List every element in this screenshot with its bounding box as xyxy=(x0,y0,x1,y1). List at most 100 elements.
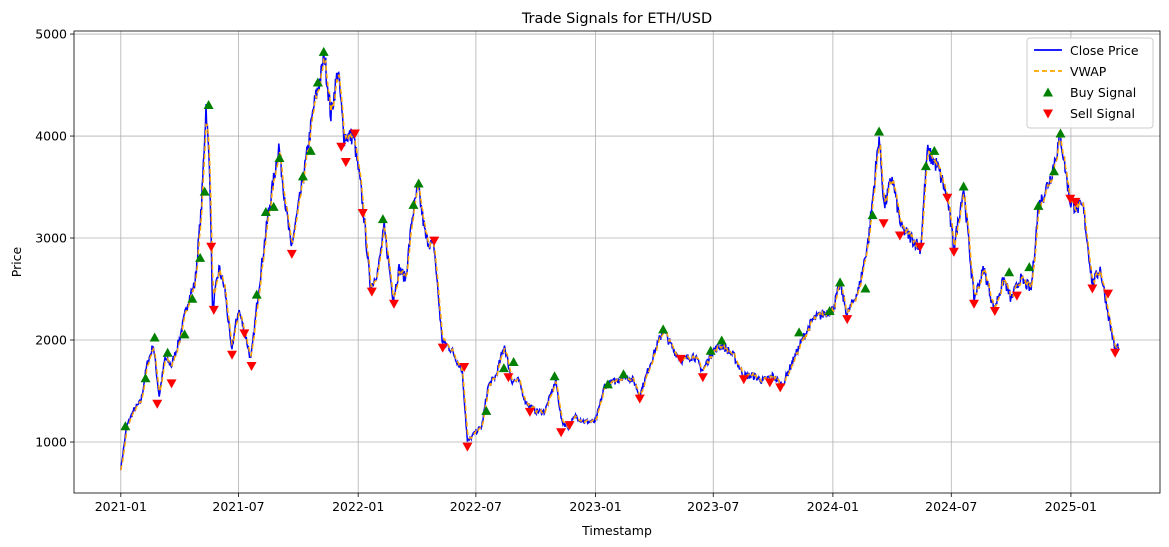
buy-signal-markers xyxy=(120,46,1066,431)
sell-signal-marker xyxy=(675,354,686,364)
y-axis-ticks: 1000 2000 3000 4000 5000 xyxy=(35,27,74,450)
buy-signal-marker xyxy=(716,335,727,345)
buy-signal-marker xyxy=(149,332,160,342)
buy-signal-marker xyxy=(260,207,271,217)
buy-signal-marker xyxy=(318,46,329,56)
buy-signal-marker xyxy=(199,186,210,196)
sell-signal-marker xyxy=(503,373,514,383)
buy-signal-marker xyxy=(179,329,190,339)
sell-signal-marker xyxy=(340,158,351,168)
sell-signal-marker xyxy=(1102,289,1113,299)
sell-signal-marker xyxy=(524,407,535,417)
sell-signal-marker xyxy=(894,231,905,241)
buy-signal-marker xyxy=(413,178,424,188)
buy-signal-marker xyxy=(835,277,846,287)
buy-signal-marker xyxy=(274,152,285,162)
buy-signal-marker xyxy=(195,252,206,262)
sell-signal-marker xyxy=(227,350,238,360)
sell-signal-marker xyxy=(878,219,889,229)
buy-signal-marker xyxy=(794,327,805,337)
x-tick-label: 2025-01 xyxy=(1045,499,1097,514)
sell-signal-marker xyxy=(948,247,959,257)
buy-signal-marker xyxy=(1049,166,1060,176)
buy-signal-marker xyxy=(305,145,316,155)
buy-signal-marker xyxy=(187,293,198,303)
sell-signal-marker xyxy=(1087,284,1098,294)
sell-signal-markers xyxy=(152,129,1121,452)
buy-signal-marker xyxy=(874,126,885,136)
sell-signal-marker xyxy=(166,379,177,389)
legend: Close Price VWAP Buy Signal Sell Signal xyxy=(1026,37,1154,129)
buy-signal-marker xyxy=(920,161,931,171)
legend-close-label: Close Price xyxy=(1070,43,1139,58)
buy-signal-marker xyxy=(481,405,492,415)
buy-signal-marker xyxy=(618,369,629,379)
buy-signal-marker xyxy=(1024,262,1035,272)
buy-signal-marker xyxy=(602,379,613,389)
buy-signal-marker xyxy=(508,356,519,366)
sell-signal-marker xyxy=(697,373,708,383)
buy-signal-marker xyxy=(1033,200,1044,210)
buy-signal-marker xyxy=(860,283,871,293)
sell-signal-marker xyxy=(1070,197,1081,207)
y-axis-label: Price xyxy=(9,246,24,277)
y-tick-label: 1000 xyxy=(35,435,67,450)
x-tick-label: 2022-07 xyxy=(450,499,502,514)
buy-signal-marker xyxy=(498,363,509,373)
sell-signal-marker xyxy=(366,287,377,297)
sell-signal-marker xyxy=(239,329,250,339)
x-tick-label: 2021-01 xyxy=(95,499,147,514)
buy-signal-marker xyxy=(377,214,388,224)
buy-signal-marker xyxy=(929,145,940,155)
sell-signal-marker xyxy=(336,142,347,152)
sell-signal-marker xyxy=(286,249,297,259)
sell-signal-marker xyxy=(969,299,980,309)
sell-signal-marker xyxy=(349,129,360,139)
buy-signal-marker xyxy=(312,77,323,87)
x-tick-label: 2023-07 xyxy=(687,499,739,514)
sell-signal-marker xyxy=(459,363,470,373)
buy-signal-marker xyxy=(705,345,716,355)
buy-signal-marker xyxy=(1004,267,1015,277)
sell-signal-marker xyxy=(437,343,448,353)
sell-signal-marker xyxy=(1011,291,1022,301)
buy-signal-marker xyxy=(824,305,835,315)
buy-signal-marker xyxy=(867,210,878,220)
buy-signal-marker xyxy=(297,171,308,181)
sell-signal-marker xyxy=(989,306,1000,316)
x-tick-label: 2023-01 xyxy=(569,499,621,514)
legend-sell-marker xyxy=(1043,109,1053,119)
buy-signal-marker xyxy=(658,324,669,334)
sell-signal-marker xyxy=(206,242,217,252)
legend-buy-label: Buy Signal xyxy=(1070,85,1136,100)
buy-signal-marker xyxy=(958,181,969,191)
sell-signal-marker xyxy=(1065,194,1076,204)
sell-signal-marker xyxy=(208,305,219,315)
sell-signal-marker xyxy=(775,383,786,393)
sell-signal-marker xyxy=(564,421,575,431)
x-tick-label: 2021-07 xyxy=(212,499,264,514)
x-tick-label: 2022-01 xyxy=(332,499,384,514)
sell-signal-marker xyxy=(357,209,368,219)
buy-signal-marker xyxy=(162,347,173,357)
buy-signal-marker xyxy=(120,421,131,431)
sell-signal-marker xyxy=(764,378,775,388)
vwap-line xyxy=(120,58,1120,471)
buy-signal-marker xyxy=(140,373,151,383)
sell-signal-marker xyxy=(246,362,257,372)
legend-buy-marker xyxy=(1043,87,1053,97)
x-axis-ticks: 2021-01 2021-07 2022-01 2022-07 2023-01 2023-… xyxy=(95,493,1097,514)
buy-signal-marker xyxy=(1055,128,1066,138)
y-tick-label: 3000 xyxy=(35,231,67,246)
sell-signal-marker xyxy=(942,193,953,203)
sell-signal-marker xyxy=(842,315,853,325)
legend-vwap-label: VWAP xyxy=(1070,64,1107,79)
legend-box xyxy=(1026,37,1154,129)
sell-signal-marker xyxy=(634,394,645,404)
buy-signal-marker xyxy=(268,201,279,211)
buy-signal-marker xyxy=(549,371,560,381)
buy-signal-marker xyxy=(408,199,419,209)
axes-frame xyxy=(73,30,1161,494)
